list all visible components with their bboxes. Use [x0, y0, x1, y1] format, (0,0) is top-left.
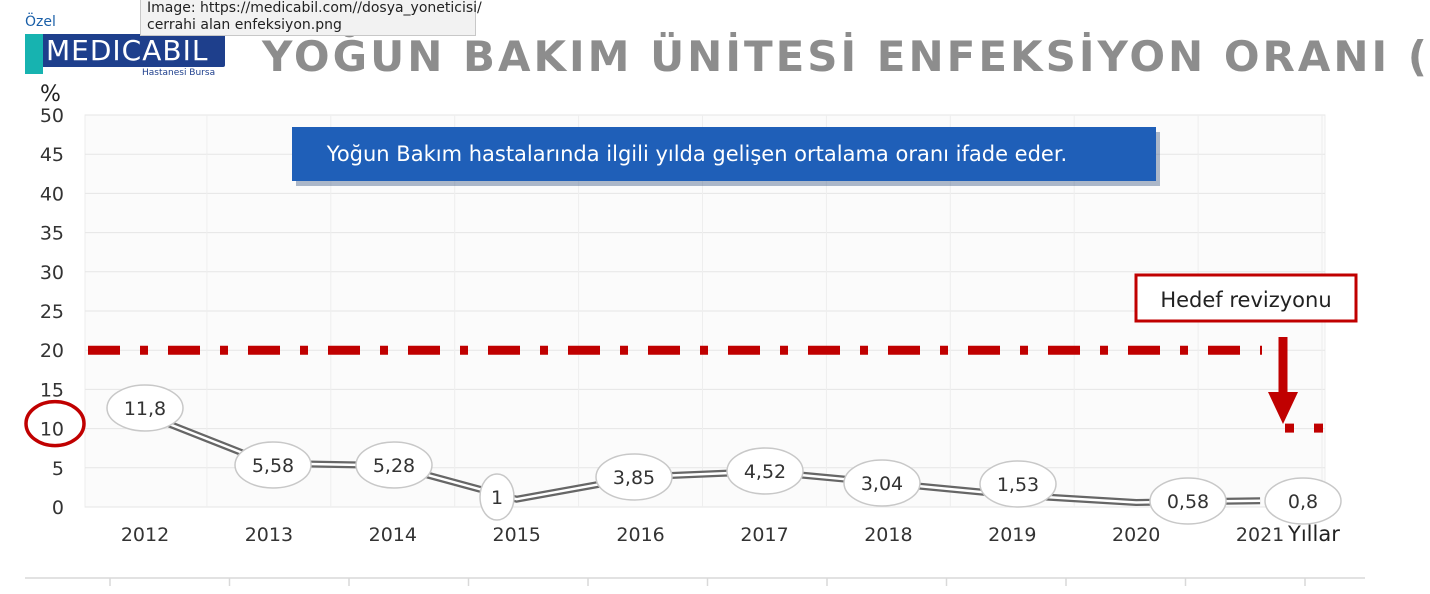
- data-label-bubble: [1149, 477, 1227, 525]
- tooltip-line-2: cerrahi alan enfeksiyon.png: [147, 17, 342, 33]
- x-tick-label: 2020: [1112, 524, 1160, 546]
- y-tick-label: 10: [40, 419, 64, 441]
- data-label-bubble: [595, 453, 673, 501]
- logo-accent-bar: [25, 34, 43, 74]
- data-label: 3,85: [613, 467, 655, 489]
- data-label: 0,8: [1288, 491, 1318, 513]
- x-tick-label: 2017: [740, 524, 788, 546]
- x-tick-label: 2015: [493, 524, 541, 546]
- revision-box: [1134, 273, 1358, 323]
- data-label: 1,53: [997, 474, 1039, 496]
- revision-label: Hedef revizyonu: [1160, 288, 1331, 312]
- data-label-bubble: [726, 447, 804, 495]
- data-label: 5,58: [252, 455, 294, 477]
- data-label-bubble: [843, 459, 921, 507]
- x-tick-label: 2021: [1236, 524, 1284, 546]
- revision-arrow-head: [1268, 392, 1298, 424]
- data-label-bubble: [979, 460, 1057, 508]
- logo-prefix: Özel: [25, 14, 56, 30]
- y-axis-unit: %: [40, 82, 61, 107]
- logo-subtitle: Hastanesi Bursa: [142, 68, 216, 78]
- x-tick-label: 2014: [369, 524, 417, 546]
- y-tick-label: 5: [52, 458, 64, 480]
- data-label-bubble: [106, 384, 184, 432]
- x-tick-label: 2016: [616, 524, 664, 546]
- x-tick-label: 2013: [245, 524, 293, 546]
- logo-badge: [25, 34, 225, 67]
- chart-title: YOĞUN BAKIM ÜNİTESİ ENFEKSİYON ORANI (%): [262, 32, 1430, 81]
- y-tick-label: 45: [40, 144, 64, 166]
- x-tick-label: 2012: [121, 524, 169, 546]
- info-box-text: Yoğun Bakım hastalarında ilgili yılda ge…: [326, 142, 1067, 166]
- y-tick-label: 20: [40, 340, 64, 362]
- data-label-bubble: [234, 441, 312, 489]
- circled-tick-marker: [24, 399, 86, 448]
- revised-target-dot: [1314, 423, 1323, 433]
- data-label-bubble: [355, 441, 433, 489]
- data-label-bubble: [479, 473, 515, 521]
- y-tick-label: 40: [40, 183, 64, 205]
- y-tick-label: 0: [52, 497, 64, 519]
- y-tick-label: 35: [40, 223, 64, 245]
- revised-target-dot: [1285, 423, 1294, 433]
- series-line-inner: [144, 413, 1261, 504]
- data-label: 3,04: [861, 473, 903, 495]
- logo-name: MEDICABIL: [46, 34, 209, 67]
- image-url-tooltip: Image: https://medicabil.com//dosya_yone…: [140, 0, 482, 36]
- x-tick-label: 2019: [988, 524, 1036, 546]
- y-tick-label: 30: [40, 262, 64, 284]
- y-tick-label: 50: [40, 105, 64, 127]
- data-label: 4,52: [744, 461, 786, 483]
- x-tick-label: 2018: [864, 524, 912, 546]
- tooltip-line-1: Image: https://medicabil.com//dosya_yone…: [147, 0, 482, 16]
- info-box: [292, 127, 1156, 181]
- data-label: 1: [491, 487, 503, 509]
- y-tick-label: 25: [40, 301, 64, 323]
- y-tick-label: 15: [40, 379, 64, 401]
- data-label-bubble: [1264, 477, 1342, 525]
- x-axis-title: Yıllar: [1287, 522, 1340, 546]
- data-label: 5,28: [373, 455, 415, 477]
- data-label: 0,58: [1167, 491, 1209, 513]
- data-label: 11,8: [124, 398, 166, 420]
